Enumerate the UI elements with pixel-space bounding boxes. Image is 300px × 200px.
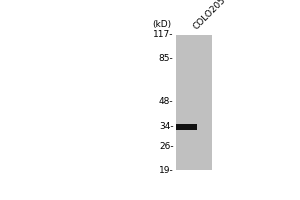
Text: 85-: 85- — [159, 54, 173, 63]
Bar — [176, 124, 197, 130]
Text: 34-: 34- — [159, 122, 173, 131]
Bar — [176, 35, 212, 170]
Text: 19-: 19- — [159, 166, 173, 175]
Text: 26-: 26- — [159, 142, 173, 151]
Text: (kD): (kD) — [152, 20, 172, 28]
Text: COLO205: COLO205 — [191, 0, 228, 32]
Text: 117-: 117- — [153, 30, 173, 39]
Text: 48-: 48- — [159, 97, 173, 106]
